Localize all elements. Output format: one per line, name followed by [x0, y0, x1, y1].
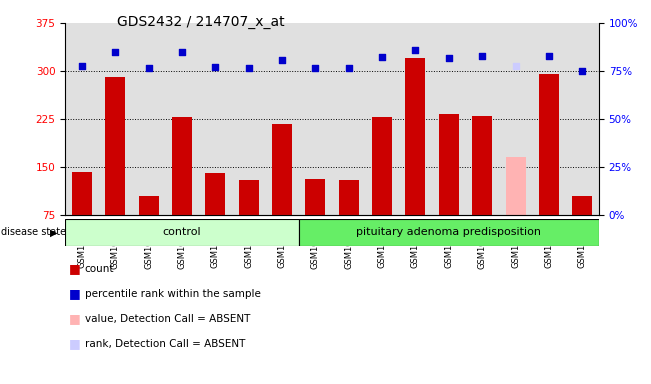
- Bar: [439, 114, 459, 215]
- Bar: [299, 219, 599, 246]
- Point: [310, 65, 320, 71]
- Text: ■: ■: [69, 287, 81, 300]
- Text: count: count: [85, 264, 114, 274]
- Text: ■: ■: [69, 312, 81, 325]
- Point: [210, 63, 221, 70]
- Bar: [505, 157, 525, 215]
- Bar: [72, 172, 92, 215]
- Text: percentile rank within the sample: percentile rank within the sample: [85, 289, 260, 299]
- Text: disease state: disease state: [1, 227, 66, 237]
- Bar: [339, 180, 359, 215]
- Text: pituitary adenoma predisposition: pituitary adenoma predisposition: [356, 227, 541, 237]
- Bar: [472, 116, 492, 215]
- Bar: [238, 180, 258, 215]
- Point: [110, 49, 120, 55]
- Bar: [406, 58, 425, 215]
- Text: GDS2432 / 214707_x_at: GDS2432 / 214707_x_at: [117, 15, 284, 29]
- Bar: [172, 117, 192, 215]
- Bar: [65, 219, 299, 246]
- Point: [344, 65, 354, 71]
- Point: [510, 63, 521, 69]
- Point: [176, 49, 187, 55]
- Point: [77, 63, 87, 69]
- Text: ■: ■: [69, 337, 81, 350]
- Bar: [105, 78, 125, 215]
- Text: ▶: ▶: [49, 227, 57, 237]
- Point: [577, 68, 587, 74]
- Bar: [272, 124, 292, 215]
- Point: [443, 55, 454, 61]
- Bar: [305, 179, 326, 215]
- Point: [544, 53, 554, 60]
- Text: rank, Detection Call = ABSENT: rank, Detection Call = ABSENT: [85, 339, 245, 349]
- Bar: [205, 174, 225, 215]
- Bar: [572, 196, 592, 215]
- Point: [277, 56, 287, 63]
- Text: control: control: [163, 227, 201, 237]
- Text: ■: ■: [69, 262, 81, 275]
- Point: [477, 53, 488, 60]
- Point: [377, 54, 387, 60]
- Bar: [372, 117, 392, 215]
- Point: [243, 65, 254, 71]
- Point: [143, 65, 154, 71]
- Bar: [539, 74, 559, 215]
- Point: [410, 47, 421, 53]
- Bar: [139, 196, 159, 215]
- Text: value, Detection Call = ABSENT: value, Detection Call = ABSENT: [85, 314, 250, 324]
